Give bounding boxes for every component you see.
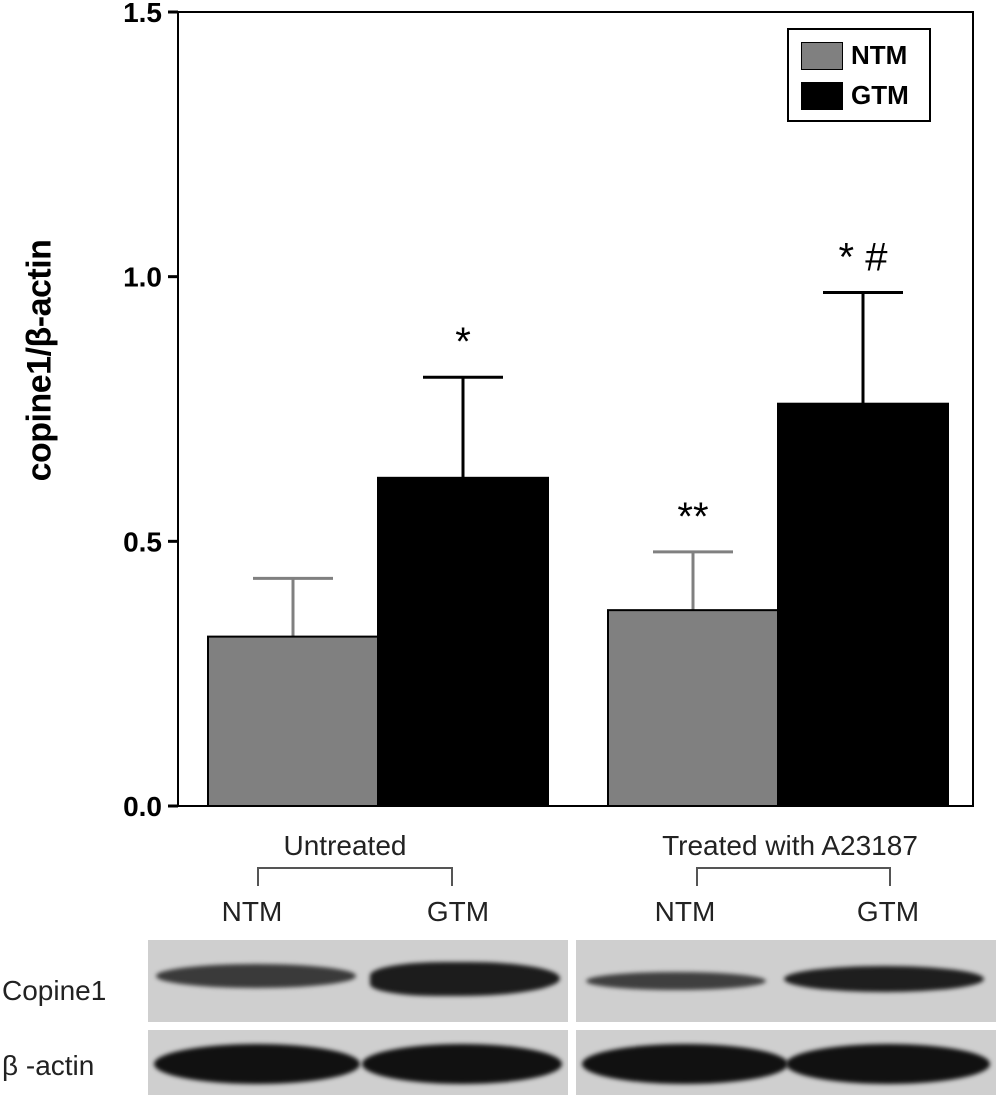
group-label-untreated: Untreated — [283, 830, 407, 861]
band-actin-treated-ntm — [582, 1044, 788, 1084]
bar-ntm-0 — [207, 635, 379, 808]
y-tick-label: 0.5 — [123, 526, 162, 557]
bar-gtm-0 — [377, 476, 549, 807]
lane-label-untreated-gtm: GTM — [426, 896, 490, 927]
blot-panel-copine1-untreated — [148, 940, 568, 1022]
legend-label-ntm: NTM — [851, 40, 908, 70]
blot-label-beta-actin: β -actin — [2, 1050, 95, 1081]
legend-label-gtm: GTM — [851, 80, 909, 110]
blot-panel-actin-treated — [576, 1030, 996, 1095]
legend-swatch-ntm — [801, 41, 843, 70]
legend-item-ntm: NTM — [801, 40, 907, 71]
bar-gtm-1 — [777, 402, 949, 807]
band-actin-untreated-gtm — [362, 1044, 562, 1084]
legend-swatch-gtm — [801, 81, 843, 110]
lane-label-treated-gtm: GTM — [856, 896, 920, 927]
blot-label-copine1: Copine1 — [2, 975, 107, 1006]
bracket-treated — [696, 867, 891, 886]
lane-brackets — [257, 867, 891, 886]
lane-label-untreated-ntm: NTM — [221, 896, 283, 927]
significance-mark: * # — [839, 236, 889, 280]
group-label-treated: Treated with A23187 — [662, 830, 918, 861]
y-tick-label: 0.0 — [123, 791, 162, 822]
significance-mark: ** — [677, 495, 708, 539]
legend-item-gtm: GTM — [801, 80, 909, 111]
band-copine1-treated-ntm — [586, 972, 766, 990]
blot-panel-copine1-treated — [576, 940, 996, 1022]
bracket-untreated — [257, 867, 453, 886]
y-tick-label: 1.0 — [123, 262, 162, 293]
band-actin-treated-gtm — [786, 1044, 990, 1084]
legend: NTM GTM — [787, 28, 931, 122]
band-copine1-treated-gtm — [784, 966, 984, 992]
significance-mark: * — [455, 320, 471, 364]
y-tick-label: 1.5 — [123, 0, 162, 28]
bar-ntm-1 — [607, 609, 779, 807]
plot-frame — [177, 11, 974, 807]
blot-panel-actin-untreated — [148, 1030, 568, 1095]
lane-label-treated-ntm: NTM — [654, 896, 716, 927]
band-copine1-untreated-gtm — [370, 962, 560, 996]
band-actin-untreated-ntm — [154, 1044, 360, 1084]
bar-chart: 0.00.51.01.5**** # — [123, 0, 974, 822]
band-copine1-untreated-ntm — [156, 964, 356, 988]
